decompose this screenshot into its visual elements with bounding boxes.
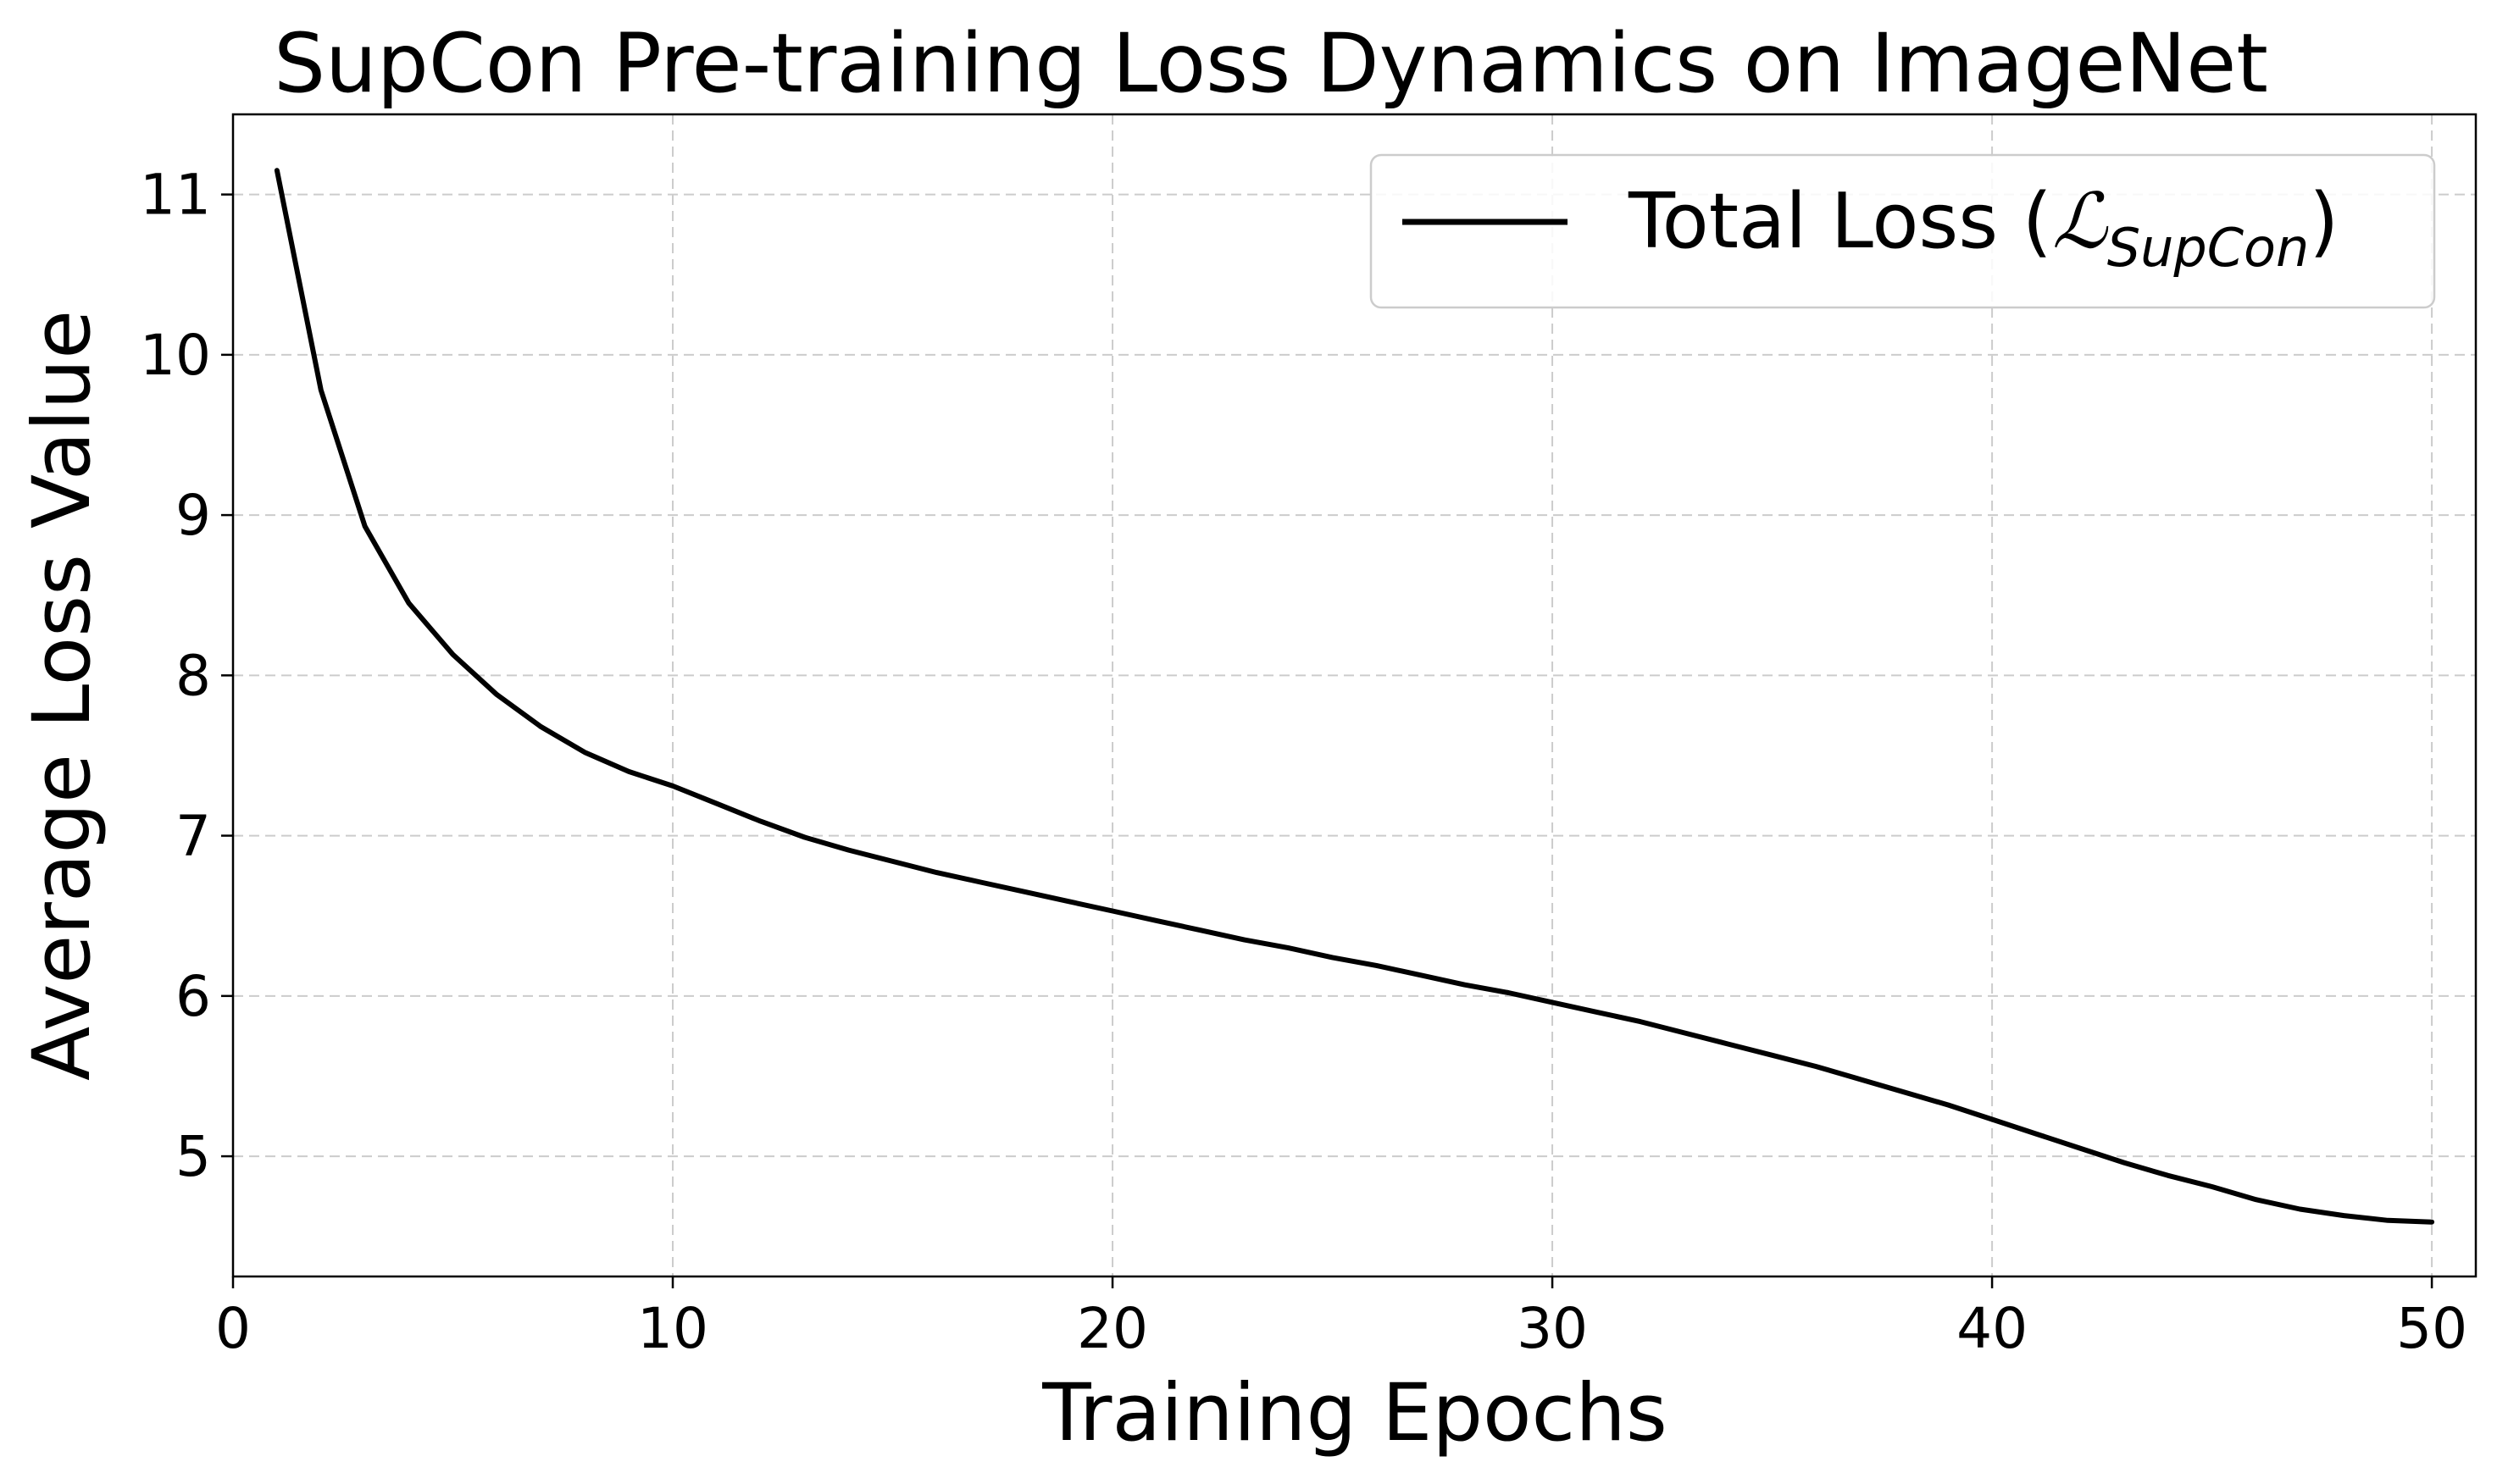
x-axis-label: Training Epochs bbox=[1041, 1367, 1667, 1459]
legend-box bbox=[1369, 153, 2436, 309]
plot-frame bbox=[231, 113, 2478, 1278]
y-tick-label: 10 bbox=[140, 323, 211, 388]
x-tick-label: 0 bbox=[215, 1296, 251, 1361]
axis-ticks: 0 10 20 30 40 50 5 6 7 8 9 10 11 bbox=[140, 163, 2467, 1361]
x-tick-label: 50 bbox=[2396, 1296, 2467, 1361]
x-tick-label: 30 bbox=[1517, 1296, 1588, 1361]
y-tick-label: 5 bbox=[175, 1124, 211, 1189]
y-axis-label: Average Loss Value bbox=[16, 310, 108, 1081]
legend-label-prefix: Total Loss ( bbox=[1628, 177, 2052, 266]
x-tick-label: 40 bbox=[1956, 1296, 2028, 1361]
chart-title: SupCon Pre-training Loss Dynamics on Ima… bbox=[274, 16, 2268, 111]
x-tick-label: 10 bbox=[637, 1296, 708, 1361]
legend-label: Total Loss (ℒSupCon) bbox=[1628, 177, 2339, 279]
y-tick-label: 7 bbox=[175, 804, 211, 869]
legend-label-math: ℒ bbox=[2052, 177, 2109, 266]
y-tick-label: 8 bbox=[175, 643, 211, 708]
y-tick-label: 6 bbox=[175, 964, 211, 1029]
x-tick-label: 20 bbox=[1077, 1296, 1148, 1361]
series-line-total-loss bbox=[274, 168, 2435, 1225]
legend: Total Loss (ℒSupCon) bbox=[1369, 153, 2436, 309]
y-tick-label: 11 bbox=[140, 163, 211, 228]
series-layer bbox=[274, 168, 2435, 1225]
y-tick-label: 9 bbox=[175, 483, 211, 548]
legend-label-subscript: SupCon bbox=[2107, 217, 2310, 279]
legend-label-suffix: ) bbox=[2309, 177, 2339, 266]
